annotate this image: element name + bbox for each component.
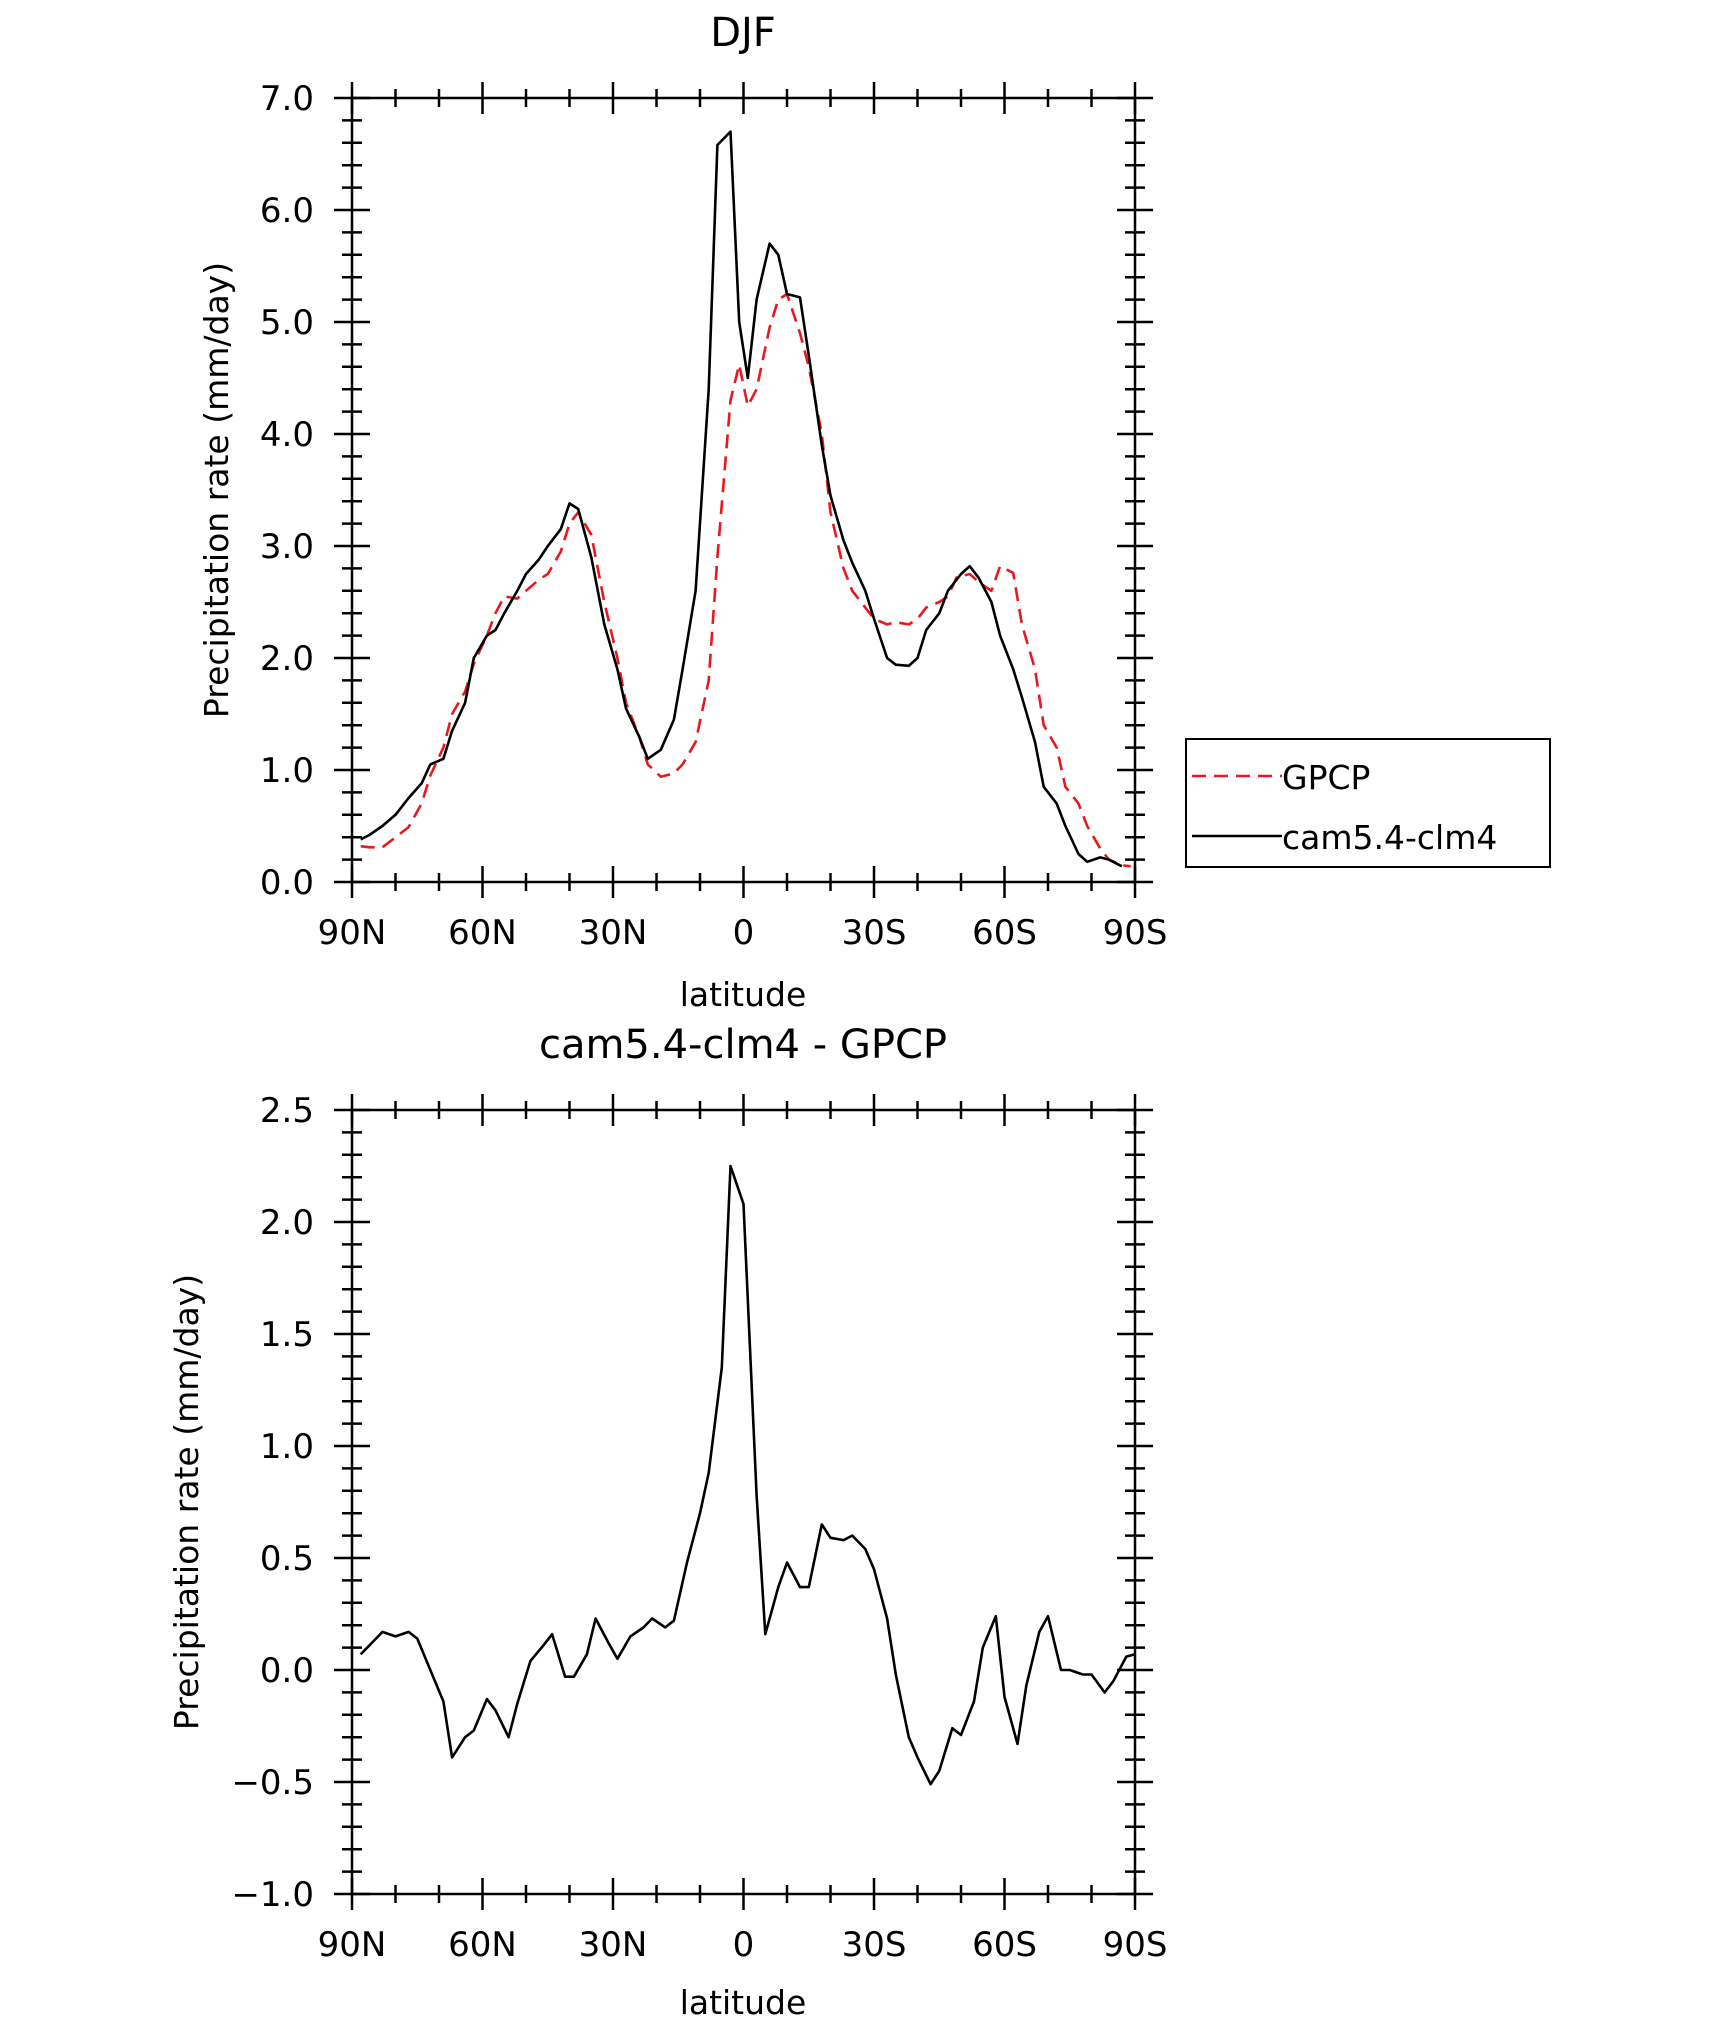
- chart-title: cam5.4-clm4 - GPCP: [539, 1022, 947, 1068]
- y-axis-ticks: 0.0 1.0 2.0 3.0 4.0 5.0 6.0 7.0: [260, 79, 1153, 903]
- plot-frame: [350, 96, 1137, 884]
- y-tick-label: 7.0: [260, 79, 314, 119]
- x-tick-label: 0: [733, 1925, 755, 1965]
- x-axis-label: latitude: [680, 1983, 807, 2021]
- legend-box: [1185, 738, 1551, 868]
- x-tick-label: 30N: [579, 913, 648, 953]
- series-layer: [359, 1164, 1135, 1786]
- legend-label-cam: cam5.4-clm4: [1282, 818, 1497, 857]
- y-tick-label: 1.0: [260, 751, 314, 791]
- x-tick-label: 60S: [972, 913, 1037, 953]
- series-layer: [360, 130, 1131, 868]
- chart-panel-djf: DJF 90N 60N 30N 0 30S 60S 90S 0.0 1.0 2.0 3.0 4.0 5…: [197, 10, 1551, 1014]
- x-tick-label: 30S: [842, 913, 907, 953]
- y-axis-ticks: −1.0 −0.5 0.0 0.5 1.0 1.5 2.0 2.5: [231, 1091, 1153, 1915]
- series-line-gpcp: [360, 292, 1131, 868]
- legend: GPCP cam5.4-clm4: [1185, 738, 1551, 868]
- x-tick-label: 30N: [579, 1925, 648, 1965]
- x-tick-label: 90S: [1103, 913, 1168, 953]
- y-tick-label: 3.0: [260, 527, 314, 567]
- y-tick-label: 0.0: [260, 1651, 314, 1691]
- y-tick-label: 2.5: [260, 1091, 314, 1131]
- y-tick-label: 0.5: [260, 1539, 314, 1579]
- y-tick-label: 0.0: [260, 863, 314, 903]
- y-tick-label: 2.0: [260, 639, 314, 679]
- x-tick-label: 0: [733, 913, 755, 953]
- y-tick-label: 5.0: [260, 303, 314, 343]
- legend-label-gpcp: GPCP: [1282, 758, 1370, 797]
- y-tick-label: 4.0: [260, 415, 314, 455]
- x-tick-label: 30S: [842, 1925, 907, 1965]
- y-tick-label: 2.0: [260, 1203, 314, 1243]
- x-axis-ticks: 90N 60N 30N 0 30S 60S 90S: [318, 1094, 1168, 1965]
- y-axis-label: Precipitation rate (mm/day): [197, 262, 236, 718]
- series-line-difference-0: [359, 1164, 1135, 1786]
- x-tick-label: 90S: [1103, 1925, 1168, 1965]
- x-axis-ticks: 90N 60N 30N 0 30S 60S 90S: [318, 82, 1168, 953]
- y-tick-label: 6.0: [260, 191, 314, 231]
- chart-panel-difference: cam5.4-clm4 - GPCP 90N 60N 30N 0 30S 60S 90S −…: [167, 1022, 1167, 2021]
- y-axis-label: Precipitation rate (mm/day): [167, 1274, 206, 1730]
- y-tick-label: −0.5: [231, 1763, 314, 1803]
- x-tick-label: 60S: [972, 1925, 1037, 1965]
- y-tick-label: 1.0: [260, 1427, 314, 1467]
- y-tick-label: −1.0: [231, 1875, 314, 1915]
- x-tick-label: 90N: [318, 913, 387, 953]
- y-tick-label: 1.5: [260, 1315, 314, 1355]
- x-tick-label: 90N: [318, 1925, 387, 1965]
- x-axis-label: latitude: [680, 975, 807, 1014]
- x-tick-label: 60N: [448, 913, 517, 953]
- series-line-cam5-4-clm4: [360, 130, 1123, 868]
- chart-title: DJF: [710, 10, 776, 56]
- x-tick-label: 60N: [448, 1925, 517, 1965]
